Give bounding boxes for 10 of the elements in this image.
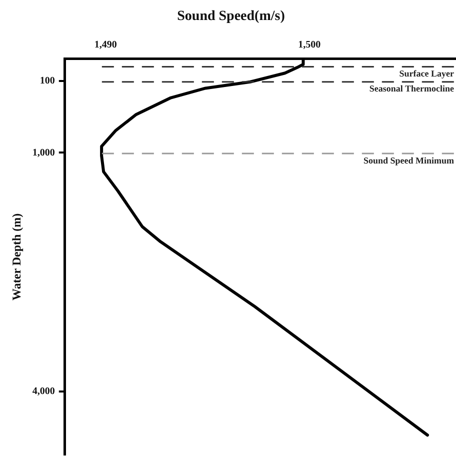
- y-tick-label: 100: [40, 76, 55, 87]
- x-tick-label: 1,500: [298, 39, 321, 50]
- chart-title: Sound Speed(m/s): [177, 9, 286, 24]
- ref-line-label: Seasonal Thermocline: [369, 84, 454, 94]
- ref-line-label: Surface Layer: [399, 68, 454, 79]
- ref-line-label: Sound Speed Minimum: [363, 155, 454, 166]
- x-tick-label: 1,490: [94, 39, 117, 50]
- y-tick-label: 4,000: [32, 386, 55, 397]
- y-axis-title: Water Depth (m): [9, 213, 24, 300]
- y-tick-label: 1,000: [32, 147, 55, 158]
